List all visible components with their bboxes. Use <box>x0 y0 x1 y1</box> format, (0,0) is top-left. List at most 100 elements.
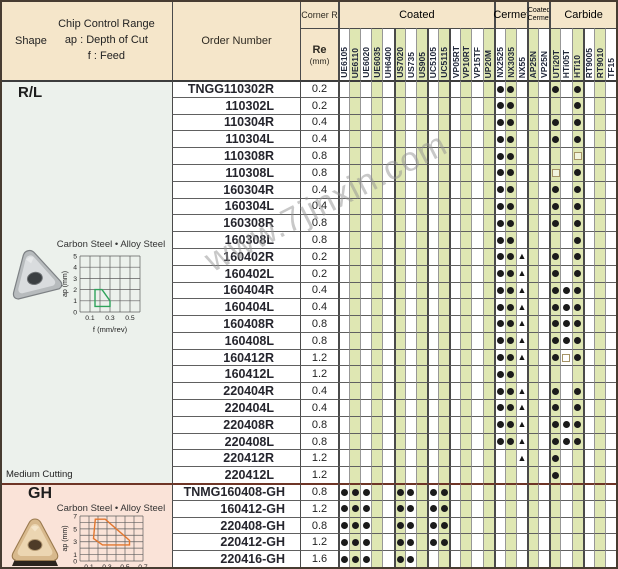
mark-cell <box>571 130 583 148</box>
mark-cell <box>393 432 405 450</box>
mark-cell <box>493 499 505 517</box>
mark-cell <box>582 483 594 500</box>
mark-cell <box>338 247 350 265</box>
mark-cell <box>449 432 461 450</box>
mark-cell <box>338 113 350 131</box>
mark-cell <box>504 264 516 282</box>
mark-cell <box>504 247 516 265</box>
mark-cell <box>504 415 516 433</box>
mark-cell <box>538 399 550 416</box>
re-cell: 1.2 <box>300 365 338 383</box>
mark-cell <box>571 382 583 400</box>
order-number-cell: 160412-GH <box>172 499 300 517</box>
mark-cell <box>571 96 583 114</box>
grade-label: VP15TF <box>472 46 483 78</box>
dot-mark <box>552 337 560 345</box>
mark-cell <box>471 264 483 282</box>
mark-cell <box>604 147 616 164</box>
re-cell: 0.8 <box>300 315 338 332</box>
mark-cell <box>360 466 372 484</box>
mark-cell <box>449 231 461 248</box>
mark-cell <box>515 147 528 164</box>
mark-cell <box>604 516 616 534</box>
dot-mark <box>562 286 570 294</box>
mark-cell <box>582 281 594 299</box>
mark-cell <box>393 163 405 181</box>
dot-mark <box>496 438 504 446</box>
mark-cell <box>560 80 572 97</box>
mark-cell <box>527 231 539 248</box>
mark-cell <box>471 533 483 551</box>
mark-cell <box>460 382 472 400</box>
mark-cell <box>515 499 528 517</box>
dot-mark <box>341 538 349 546</box>
mark-cell <box>393 96 405 114</box>
mark-cell <box>560 315 572 332</box>
mark-cell <box>527 331 539 349</box>
mark-cell <box>504 533 516 551</box>
mark-cell <box>415 516 427 534</box>
mark-cell <box>426 281 439 299</box>
mark-cell <box>571 197 583 215</box>
mark-cell <box>527 348 539 366</box>
mark-cell <box>504 130 516 148</box>
order-number-cell: 160304L <box>172 197 300 215</box>
rl-chip-control-chart: 0 1 2 3 4 5 0.1 0.3 0.5 ap (mm) f (mm/rev) <box>62 253 141 334</box>
mark-cell <box>426 499 439 517</box>
mark-cell <box>404 331 416 349</box>
mark-cell <box>404 231 416 248</box>
grade-column-header: UE6110 <box>349 28 361 80</box>
mark-cell <box>338 264 350 282</box>
mark-cell <box>349 247 361 265</box>
mark-cell <box>371 415 383 433</box>
mark-cell <box>415 331 427 349</box>
mark-cell <box>482 348 494 366</box>
mark-cell <box>538 180 550 198</box>
mark-cell <box>515 180 528 198</box>
dot-mark <box>507 303 515 311</box>
mark-cell <box>349 264 361 282</box>
dot-mark <box>440 505 448 513</box>
mark-cell <box>426 432 439 450</box>
mark-cell <box>527 80 539 97</box>
mark-cell <box>593 96 605 114</box>
mark-cell <box>426 214 439 232</box>
mark-cell <box>593 113 605 131</box>
mark-cell <box>338 96 350 114</box>
dot-mark <box>396 505 404 513</box>
mark-cell <box>593 399 605 416</box>
mark-cell <box>382 214 394 232</box>
mark-cell <box>404 483 416 500</box>
mark-cell <box>560 415 572 433</box>
mark-cell <box>338 382 350 400</box>
mark-cell <box>604 96 616 114</box>
mark-cell <box>360 214 372 232</box>
mark-cell <box>471 180 483 198</box>
mark-cell <box>538 96 550 114</box>
mark-cell <box>349 365 361 383</box>
mark-cell <box>426 80 439 97</box>
mark-cell <box>415 80 427 97</box>
mark-cell <box>515 113 528 131</box>
svg-text:0: 0 <box>73 309 77 316</box>
mark-cell <box>338 80 350 97</box>
dot-mark <box>552 253 560 261</box>
mark-cell <box>493 163 505 181</box>
dot-mark <box>552 454 560 462</box>
mark-cell <box>493 80 505 97</box>
dot-mark <box>496 354 504 362</box>
mark-cell <box>527 214 539 232</box>
order-number-cell: 160404R <box>172 281 300 299</box>
mark-cell <box>493 298 505 316</box>
mark-cell <box>582 147 594 164</box>
mark-cell <box>449 399 461 416</box>
dot-mark <box>496 404 504 412</box>
mark-cell <box>571 264 583 282</box>
dot-mark <box>552 438 560 446</box>
mark-cell <box>438 365 450 383</box>
dot-mark <box>341 555 349 563</box>
mark-cell <box>560 264 572 282</box>
mark-cell <box>571 516 583 534</box>
dot-mark <box>507 85 515 93</box>
mark-cell <box>338 147 350 164</box>
